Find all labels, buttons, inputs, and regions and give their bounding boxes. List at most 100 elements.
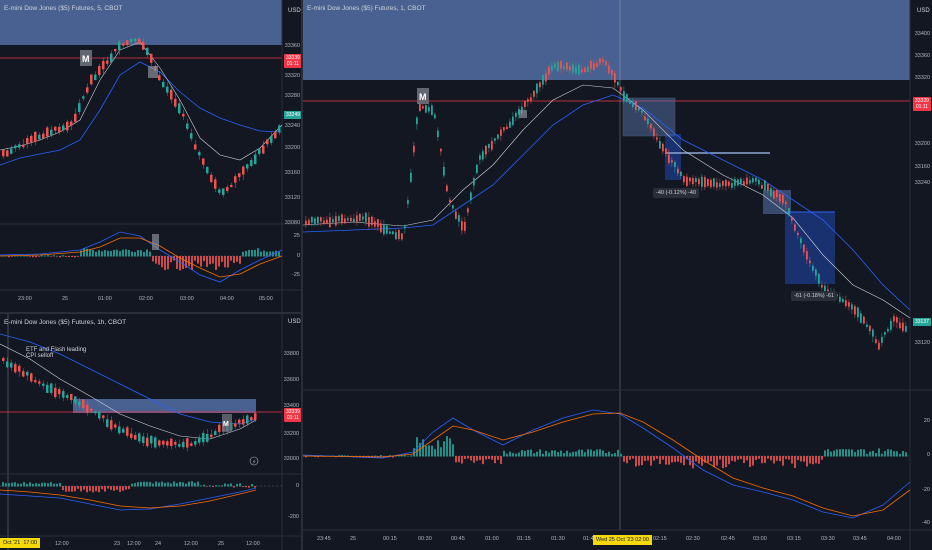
price-tick: 33080 xyxy=(284,220,300,226)
macd-bar xyxy=(317,456,319,458)
candle-body xyxy=(665,148,667,154)
macd-tick: 20 xyxy=(923,418,930,424)
candle-body xyxy=(194,441,197,445)
chart-1m-canvas: M xyxy=(303,0,932,550)
candle-body xyxy=(842,299,844,303)
candle-body xyxy=(680,171,682,176)
macd-bar xyxy=(50,482,52,487)
candle-body xyxy=(866,324,868,327)
candle-body xyxy=(158,440,161,446)
macd-bar xyxy=(14,482,16,487)
candle-body xyxy=(30,135,33,143)
macd-bar xyxy=(896,451,898,457)
macd-bar xyxy=(197,256,199,264)
candle-body xyxy=(662,143,664,152)
macd-bar xyxy=(47,483,49,487)
candle-body xyxy=(584,67,586,73)
macd-bar xyxy=(227,256,229,268)
macd-bar xyxy=(770,456,772,461)
candle-body xyxy=(90,74,93,85)
candle-body xyxy=(182,113,185,117)
chart-pane-1m[interactable]: M E-mini Dow Jones ($5) Futures, 1, CBOT… xyxy=(303,0,932,550)
macd-bar xyxy=(626,456,628,464)
macd-bar xyxy=(242,251,244,257)
macd-bar xyxy=(224,483,226,487)
candle-body xyxy=(593,63,595,70)
candle-body xyxy=(42,133,45,139)
candle-body xyxy=(74,396,77,404)
macd-bar xyxy=(77,256,79,257)
candle-body xyxy=(422,106,424,109)
candle-body xyxy=(629,100,631,104)
candle-body xyxy=(222,188,225,195)
macd-bar xyxy=(656,456,658,459)
macd-bar xyxy=(785,456,787,460)
candle-body xyxy=(94,74,97,81)
chart-pane-1h[interactable]: M ⚡ E-mini Dow Jones ($5) Futures, 1h, C… xyxy=(0,314,301,550)
candle-body xyxy=(270,135,273,143)
candle-body xyxy=(518,108,520,115)
candle-body xyxy=(818,273,820,284)
candle-body xyxy=(752,178,754,183)
macd-bar xyxy=(800,456,802,462)
candle-body xyxy=(162,81,165,88)
price-tick: 33400 xyxy=(283,403,299,409)
candle-body xyxy=(38,134,41,140)
macd-bar xyxy=(695,456,697,462)
macd-bar xyxy=(866,453,868,457)
macd-bar xyxy=(185,483,187,487)
candle-body xyxy=(728,181,730,186)
macd-bar xyxy=(905,452,907,457)
macd-bar xyxy=(5,483,7,487)
candle-body xyxy=(42,383,45,386)
candle-body xyxy=(250,417,253,421)
candle-body xyxy=(166,441,169,446)
chart-pane-5m[interactable]: M E-mini Dow Jones ($5) Futures, 5, CBOT… xyxy=(0,0,302,312)
candle-body xyxy=(234,176,237,183)
macd-bar xyxy=(86,486,88,493)
candle-body xyxy=(878,342,880,350)
candle-body xyxy=(560,61,562,69)
candle-body xyxy=(797,232,799,235)
time-tick: 12:00 xyxy=(127,541,141,547)
macd-bar xyxy=(50,256,52,257)
macd-bar xyxy=(587,449,589,457)
macd-bar xyxy=(128,250,130,257)
macd-bar xyxy=(419,442,421,457)
time-tick: 03:30 xyxy=(821,536,835,542)
time-tick: 04:00 xyxy=(220,296,234,302)
macd-bar xyxy=(338,455,340,457)
candle-body xyxy=(860,313,862,323)
macd-bar xyxy=(455,456,457,463)
candle-body xyxy=(704,177,706,188)
macd-bar xyxy=(215,485,217,487)
candle-body xyxy=(114,424,117,428)
macd-bar xyxy=(380,455,382,457)
macd-bar xyxy=(206,256,208,267)
pane-divider[interactable] xyxy=(301,0,303,550)
pane-divider[interactable] xyxy=(0,312,302,314)
macd-bar xyxy=(131,251,133,257)
candle-body xyxy=(902,322,904,331)
macd-bar xyxy=(893,451,895,457)
macd-bar xyxy=(779,456,781,462)
candle-body xyxy=(374,221,376,227)
candle-body xyxy=(74,113,77,122)
macd-bar xyxy=(140,250,142,257)
macd-bar xyxy=(857,449,859,457)
chart-1m-title: E-mini Dow Jones ($5) Futures, 1, CBOT xyxy=(307,5,426,12)
candle-body xyxy=(674,161,676,168)
macd-bar xyxy=(773,456,775,464)
macd-bar xyxy=(59,256,61,258)
candle-body xyxy=(389,231,391,234)
candle-body xyxy=(170,438,173,447)
macd-bar xyxy=(245,486,247,488)
macd-bar xyxy=(683,456,685,466)
current-price-badge: 33249 xyxy=(284,111,302,119)
candle-body xyxy=(821,285,823,288)
macd-bar xyxy=(182,256,184,269)
macd-bar xyxy=(164,482,166,487)
macd-bar xyxy=(20,483,22,487)
time-tick: 23 xyxy=(114,541,121,547)
candle-body xyxy=(653,128,655,136)
